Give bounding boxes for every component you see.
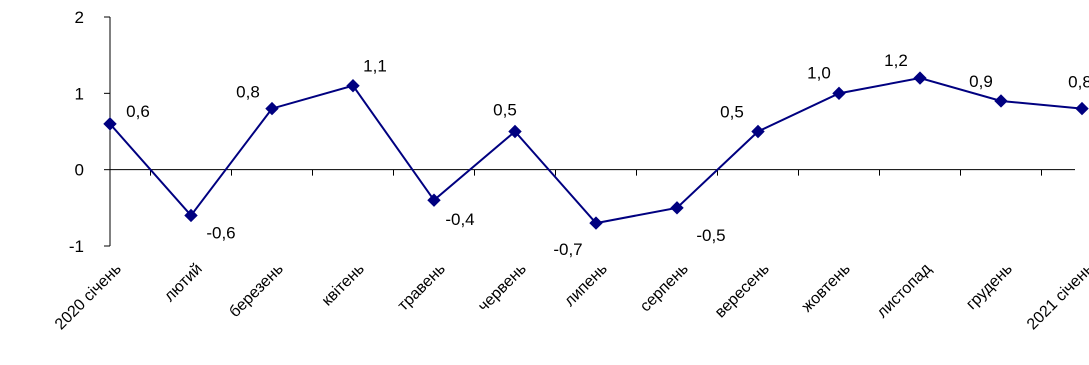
data-point-marker (832, 86, 846, 101)
category-label: вересень (712, 260, 773, 321)
data-label: 1,1 (363, 57, 387, 76)
category-label: 2021 січень (1024, 260, 1089, 333)
category-label: травень (395, 260, 449, 314)
data-label: 0,5 (720, 103, 744, 122)
data-point-marker (994, 94, 1008, 108)
data-point-marker (427, 193, 441, 207)
data-label: 1,0 (807, 63, 831, 82)
data-point-marker (508, 124, 522, 139)
data-label: 0,9 (969, 72, 993, 91)
data-point-marker (265, 101, 279, 116)
series-markers (103, 71, 1089, 230)
category-label: жовтень (799, 260, 854, 315)
category-label: листопад (874, 260, 935, 321)
data-label: -0,7 (553, 240, 582, 259)
data-point-marker (751, 124, 765, 139)
category-labels: 2020 січень лютий березень квітень травень че… (52, 260, 1089, 333)
data-point-marker (103, 117, 117, 131)
x-axis-ticks (150, 169, 1042, 176)
category-label: грудень (963, 260, 1016, 313)
category-label: березень (226, 260, 287, 321)
data-label: -0,5 (696, 226, 725, 245)
data-label: 0,8 (1068, 73, 1089, 92)
data-point-marker (589, 216, 603, 230)
category-label: квітень (319, 260, 368, 309)
data-point-marker (913, 71, 927, 85)
y-tick-label: -1 (69, 237, 84, 256)
data-point-marker (184, 208, 198, 223)
data-label: -0,4 (445, 210, 474, 229)
category-label: червень (475, 260, 530, 315)
category-label: лютий (161, 260, 206, 305)
data-point-marker (346, 78, 360, 93)
data-label: 0,6 (126, 102, 150, 121)
y-tick-label: 2 (75, 8, 84, 27)
category-label: липень (561, 260, 611, 310)
data-label: 0,8 (236, 83, 260, 102)
data-point-marker (670, 201, 684, 215)
data-label: -0,6 (206, 223, 235, 242)
y-tick-label: 1 (75, 84, 84, 103)
y-tick-label: 0 (75, 161, 84, 180)
data-label: 0,5 (493, 101, 517, 120)
axes (109, 17, 1075, 246)
category-label: 2020 січень (52, 260, 125, 333)
data-labels: 0,6 -0,6 0,8 1,1 -0,4 0,5 -0,7 -0,5 0,5 1,0 1,2 0,9… (126, 51, 1089, 259)
data-point-marker (1075, 101, 1089, 116)
y-axis-ticks: -1 0 1 2 (69, 8, 110, 256)
data-label: 1,2 (884, 51, 908, 70)
category-label: серпень (637, 260, 692, 315)
